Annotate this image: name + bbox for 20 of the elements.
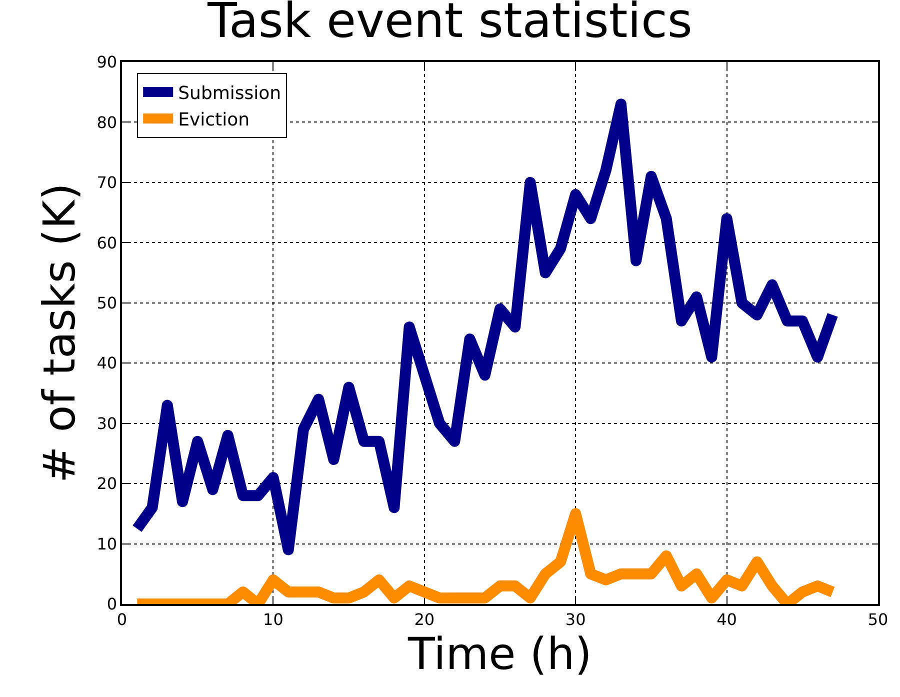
y-tick-label: 50 [96,293,118,312]
y-tick-label: 30 [96,414,118,433]
y-tick-label: 0 [106,594,118,614]
x-tick-label: 20 [414,610,435,629]
x-tick-label: 30 [565,610,586,629]
x-tick-label: 10 [263,610,284,629]
y-tick-label: 60 [96,233,118,252]
x-tick-label: 40 [716,610,737,629]
legend-label: Eviction [178,109,250,130]
legend-label: Submission [178,83,282,104]
x-tick-label: 50 [868,610,888,629]
y-axis-title: # of tasks (K) [34,183,86,483]
y-tick-label: 70 [96,173,118,192]
chart-title: Task event statistics [206,0,692,50]
x-axis-title: Time (h) [407,628,592,680]
y-tick-label: 90 [96,52,118,72]
y-tick-label: 40 [96,354,118,373]
y-tick-label: 20 [96,474,118,494]
y-tick-label: 80 [96,112,118,132]
y-tick-label: 10 [96,534,118,554]
